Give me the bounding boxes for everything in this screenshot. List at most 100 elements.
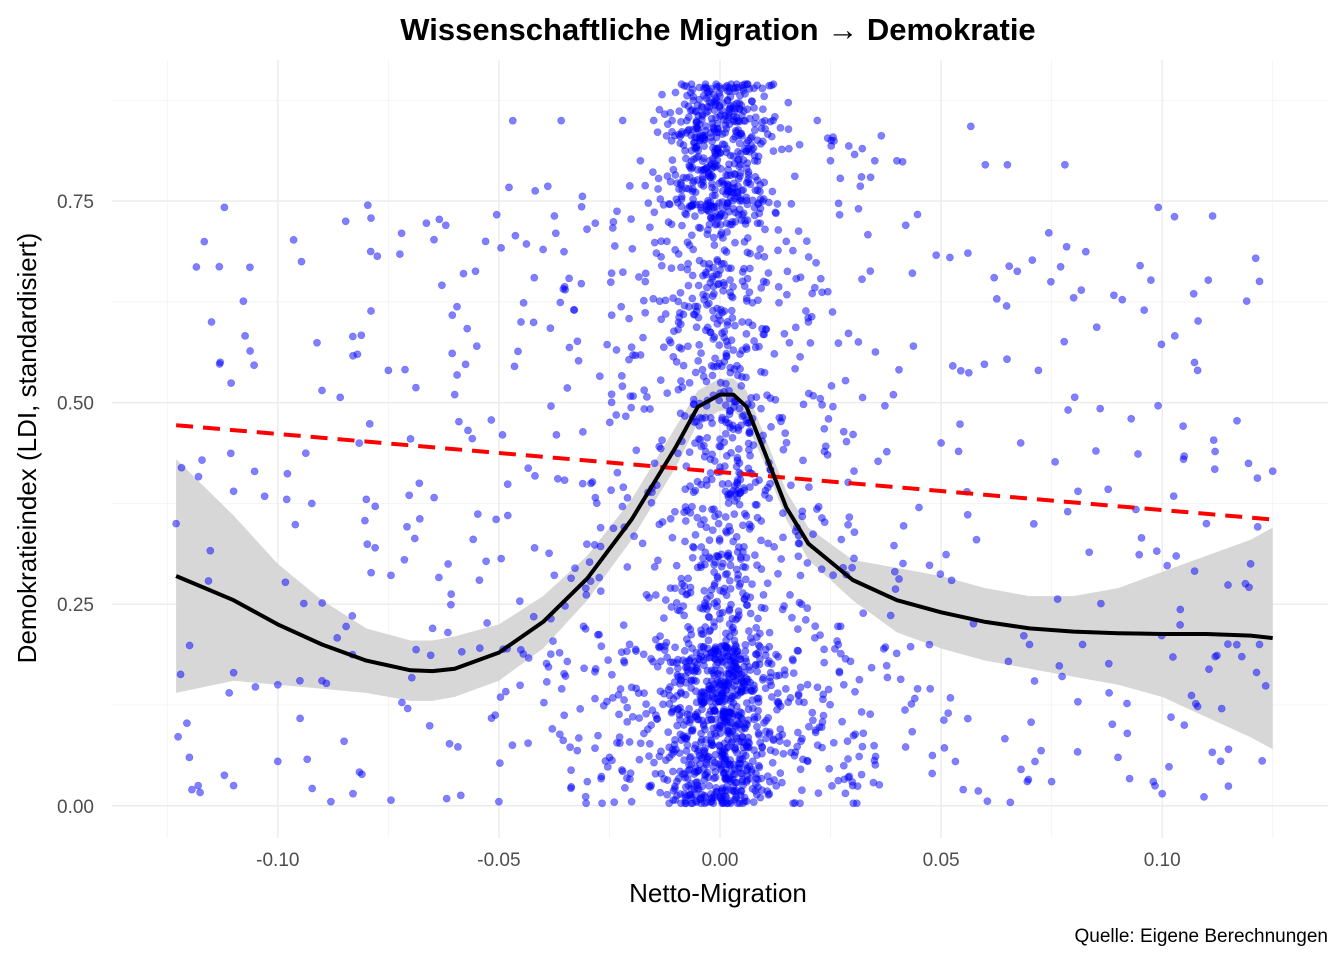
y-tick-label: 0.75 (57, 192, 94, 213)
data-point (763, 787, 772, 796)
data-point (349, 789, 357, 798)
data-point (942, 550, 950, 559)
data-point (899, 522, 908, 530)
data-point (698, 131, 707, 140)
data-point (677, 263, 685, 272)
data-point (447, 590, 456, 598)
data-point (632, 446, 641, 455)
data-point (723, 743, 731, 752)
data-point (636, 156, 645, 165)
data-point (803, 680, 812, 689)
data-point (543, 182, 552, 191)
data-point (740, 543, 748, 551)
data-point (707, 213, 715, 222)
data-point (1001, 734, 1009, 743)
data-point (483, 619, 491, 627)
data-point (743, 234, 752, 242)
data-point (858, 144, 867, 153)
data-point (1030, 677, 1039, 685)
data-point (870, 156, 879, 165)
data-point (1172, 552, 1181, 560)
data-point (1092, 447, 1100, 455)
data-point (1134, 450, 1142, 458)
data-point (665, 200, 674, 209)
data-point (824, 685, 833, 694)
data-point (641, 308, 650, 317)
data-point (597, 772, 606, 781)
data-point (360, 516, 369, 525)
data-point (1085, 548, 1094, 557)
data-point (722, 629, 730, 638)
data-point (708, 371, 717, 380)
loess-confidence-band (176, 378, 1273, 750)
data-point (318, 599, 327, 607)
data-point (850, 467, 858, 475)
data-point (926, 684, 935, 693)
data-point (799, 755, 807, 764)
data-point (951, 757, 960, 766)
data-point (632, 647, 640, 655)
data-point (728, 433, 737, 442)
data-point (735, 652, 744, 660)
data-point (721, 487, 730, 496)
data-point (895, 365, 903, 374)
data-point (415, 515, 424, 523)
data-point (708, 450, 717, 459)
data-point (690, 770, 699, 778)
data-point (635, 273, 643, 281)
data-point (627, 797, 636, 806)
data-point (281, 578, 290, 587)
data-point (592, 499, 601, 508)
data-point (342, 622, 350, 631)
data-point (854, 204, 863, 213)
data-point (940, 744, 949, 752)
data-point (560, 476, 569, 485)
data-point (367, 568, 375, 577)
data-point (1252, 668, 1261, 677)
data-point (299, 599, 308, 608)
data-point (472, 342, 481, 351)
data-point (758, 197, 767, 206)
data-point (864, 230, 872, 239)
data-point (618, 766, 626, 774)
data-point (296, 714, 304, 723)
data-point (591, 219, 600, 228)
data-point (741, 647, 750, 655)
data-point (1070, 393, 1079, 402)
data-point (735, 139, 744, 148)
data-point (711, 655, 719, 663)
data-point (753, 186, 762, 195)
data-point (341, 217, 350, 226)
data-point (656, 444, 665, 453)
data-point (574, 356, 583, 365)
data-point (700, 516, 708, 524)
data-point (725, 708, 734, 717)
data-point (668, 750, 676, 759)
data-point (681, 690, 690, 699)
data-point (779, 533, 787, 542)
data-point (753, 81, 761, 90)
data-point (818, 718, 827, 726)
data-point (760, 719, 768, 727)
data-point (469, 535, 478, 544)
data-point (715, 535, 724, 543)
data-point (857, 708, 866, 716)
data-point (782, 438, 791, 447)
data-point (737, 713, 745, 722)
data-point (709, 335, 718, 343)
data-point (723, 187, 732, 196)
data-point (972, 535, 981, 544)
data-point (787, 481, 795, 490)
data-point (355, 439, 364, 447)
data-point (649, 294, 658, 303)
data-point (1224, 782, 1233, 790)
data-point (578, 192, 587, 201)
data-point (777, 417, 785, 426)
data-point (1170, 331, 1179, 340)
data-point (673, 777, 681, 786)
data-point (826, 700, 834, 709)
data-point (743, 248, 752, 257)
data-point (560, 711, 569, 720)
data-point (657, 315, 666, 324)
data-point (796, 683, 805, 692)
